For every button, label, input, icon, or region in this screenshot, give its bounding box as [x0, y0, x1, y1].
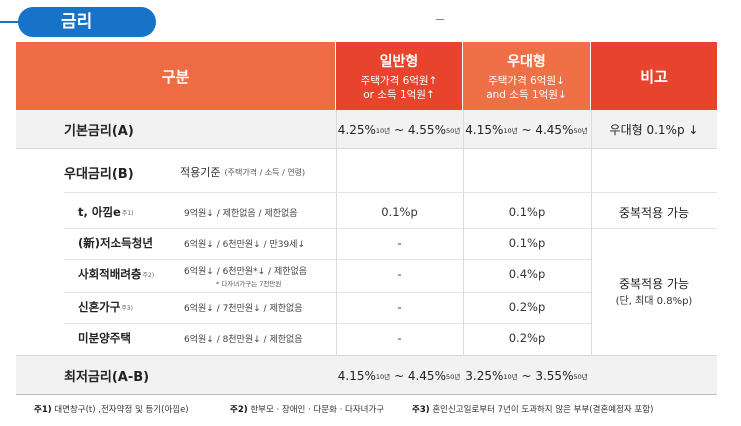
pref-item-name-text: 미분양주택 — [78, 331, 131, 345]
rate-low-term: 10년 — [503, 126, 518, 135]
header-category-text: 구분 — [161, 67, 190, 86]
header-general-title: 일반형 — [379, 53, 419, 70]
base-rate-general: 4.25% 10년 ~ 4.55% 50년 — [336, 110, 462, 149]
pref-item-name-text: (新)저소득청년 — [78, 236, 153, 250]
row-divider — [64, 228, 591, 229]
rate-high-term: 50년 — [445, 372, 461, 381]
section-title-text: 금리 — [61, 12, 93, 32]
footnote-mark: 주1) — [34, 405, 52, 415]
pref-item-criteria: 6억원↓ / 8천만원↓ / 제한없음 — [184, 334, 303, 345]
pref-item-criteria: 9억원↓ / 제한없음 / 제한없음 — [184, 208, 298, 219]
rate-sep: ~ — [390, 368, 408, 383]
pref-item-name-text: t, 아낌e — [78, 205, 121, 219]
rate-high: 4.45% — [535, 122, 574, 137]
row-divider — [591, 228, 717, 229]
pref-item-name: (新)저소득청년 — [78, 231, 154, 255]
rate-low-term: 10년 — [503, 372, 518, 381]
rate-high-term: 50년 — [445, 126, 461, 135]
footnote-1: 주1) 대면창구(t) ,전자약정 및 등기(아낌e) — [34, 403, 189, 415]
pref-item-general: - — [397, 267, 402, 281]
pref-note-overlap: 중복적용 가능 — [618, 206, 690, 220]
pref-item-sub-note: * 다자녀가구는 7천만원 — [216, 280, 282, 288]
pref-item-preferential: 0.2%p — [508, 300, 546, 314]
footnote-text: 대면창구(t) ,전자약정 및 등기(아낌e) — [54, 405, 189, 415]
footnote-3: 주3) 혼인신고일로부터 7년이 도과하지 않은 부부(결혼예정자 포함) — [412, 403, 653, 415]
pref-item-sup: 주2) — [142, 271, 155, 279]
min-rate-preferential: 3.25% 10년 ~ 3.55% 50년 — [463, 356, 590, 395]
rate-low: 4.15% — [337, 368, 376, 383]
footnote-mark: 주2) — [230, 405, 248, 415]
base-rate-note: 우대형 0.1%p ↓ — [609, 123, 699, 137]
rate-low: 3.25% — [465, 368, 504, 383]
header-note: 비고 — [591, 42, 717, 110]
pref-item-name: t, 아낌e 주1) — [78, 200, 134, 224]
footnote-2: 주2) 한부모 · 장애인 · 다문화 · 다자녀가구 — [230, 403, 384, 415]
row-divider — [64, 292, 591, 293]
rate-sep: ~ — [517, 368, 536, 383]
pref-item-preferential: 0.1%p — [508, 236, 546, 250]
pref-item-general: 0.1%p — [381, 205, 418, 219]
min-rate-general: 4.15% 10년 ~ 4.45% 50년 — [336, 356, 462, 395]
pref-item-criteria: 6억원↓ / 6천만원↓ / 만39세↓ — [184, 239, 305, 250]
pref-item-name: 미분양주택 — [78, 326, 132, 350]
section-title: 금리 — [18, 7, 156, 37]
rate-low: 4.15% — [465, 122, 504, 137]
pref-item-preferential: 0.2%p — [508, 331, 546, 345]
pref-item-name-text: 사회적배려층 — [78, 267, 142, 281]
header-note-text: 비고 — [640, 67, 668, 86]
pref-criteria-detail: (주택가격 / 소득 / 연령) — [224, 167, 306, 177]
header-category: 구분 — [16, 42, 335, 110]
pref-item-sup: 주1) — [121, 209, 134, 217]
min-rate-label: 최저금리(A-B) — [64, 370, 150, 385]
header-general-line1: 주택가격 6억원↑ — [360, 74, 438, 87]
pref-note-max-cap: (단, 최대 0.8%p) — [615, 296, 693, 307]
rate-low: 4.25% — [337, 122, 376, 137]
pref-item-name: 신혼가구 주3) — [78, 295, 133, 319]
footnote-mark: 주3) — [412, 405, 430, 415]
rate-high: 4.45% — [407, 368, 446, 383]
row-divider — [64, 323, 591, 324]
rate-high: 3.55% — [535, 368, 574, 383]
rate-high: 4.55% — [407, 122, 446, 137]
rate-low-term: 10년 — [375, 126, 391, 135]
base-rate-label: 기본금리(A) — [64, 124, 134, 139]
header-preferential-line2: and 소득 1억원↓ — [486, 88, 567, 101]
column-divider — [591, 110, 592, 395]
rate-high-term: 50년 — [573, 372, 588, 381]
base-rate-row: 기본금리(A) 4.25% 10년 ~ 4.55% 50년 4.15% 10년 ~ 4… — [16, 110, 717, 149]
pref-item-general: - — [397, 331, 402, 345]
column-divider — [336, 110, 337, 395]
pref-item-criteria: 6억원↓ / 7천만원↓ / 제한없음 — [184, 303, 303, 314]
row-divider — [64, 192, 717, 193]
pref-criteria-header: 적용기준 (주택가격 / 소득 / 연령) — [180, 160, 305, 184]
base-rate-preferential: 4.15% 10년 ~ 4.45% 50년 — [463, 110, 590, 149]
pref-item-general: - — [397, 236, 402, 250]
header-general: 일반형 주택가격 6억원↑ or 소득 1억원↑ — [336, 42, 462, 110]
pref-item-name-text: 신혼가구 — [78, 300, 121, 314]
footnote-text: 혼인신고일로부터 7년이 도과하지 않은 부부(결혼예정자 포함) — [432, 405, 654, 415]
header-general-line2: or 소득 1억원↑ — [363, 88, 435, 101]
pref-item-general: - — [397, 300, 402, 314]
footnote-text: 한부모 · 장애인 · 다문화 · 다자녀가구 — [250, 405, 385, 415]
column-divider — [463, 110, 464, 395]
pref-item-sup: 주3) — [121, 304, 134, 312]
pref-item-preferential: 0.1%p — [508, 205, 546, 219]
pref-item-name: 사회적배려층 주2) — [78, 262, 154, 286]
pref-criteria-label: 적용기준 — [180, 166, 221, 179]
rate-sep: ~ — [390, 122, 408, 137]
header-preferential-line1: 주택가격 6억원↓ — [488, 74, 565, 87]
pref-note-overlap-max: 중복적용 가능 — [618, 277, 690, 291]
pref-item-preferential: 0.4%p — [508, 267, 546, 281]
min-rate-row: 최저금리(A-B) 4.15% 10년 ~ 4.45% 50년 3.25% 10년 ~… — [16, 355, 717, 395]
decorative-dash — [436, 19, 444, 20]
rate-high-term: 50년 — [573, 126, 588, 135]
row-divider — [64, 259, 591, 260]
rate-sep: ~ — [517, 122, 536, 137]
pref-rate-label: 우대금리(B) — [64, 166, 134, 182]
pref-item-criteria: 6억원↓ / 6천만원*↓ / 제한없음 — [184, 266, 308, 277]
title-accent-line — [0, 21, 30, 23]
header-preferential-title: 우대형 — [507, 53, 546, 70]
header-preferential: 우대형 주택가격 6억원↓ and 소득 1억원↓ — [463, 42, 590, 110]
rate-low-term: 10년 — [375, 372, 391, 381]
